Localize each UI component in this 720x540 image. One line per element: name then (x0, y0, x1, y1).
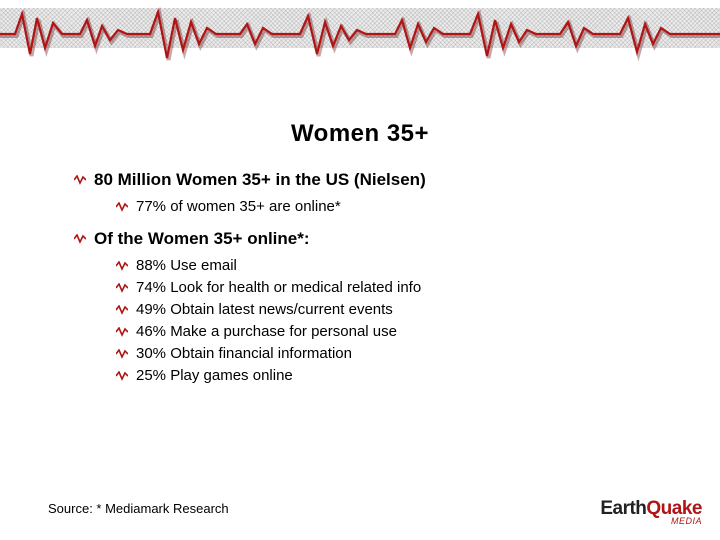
seismic-line-icon (0, 0, 720, 72)
item-list-0: 77% of women 35+ are online* (116, 198, 720, 215)
page-title: Women 35+ (0, 120, 720, 148)
source-citation: Source: * Mediamark Research (48, 501, 229, 516)
list-item: 30% Obtain financial information (116, 345, 720, 362)
list-item: 25% Play games online (116, 367, 720, 384)
bullet-icon (116, 261, 128, 271)
bullet-icon (116, 305, 128, 315)
item-text: 77% of women 35+ are online* (136, 198, 341, 215)
item-text: 25% Play games online (136, 367, 293, 384)
bullet-icon (116, 371, 128, 381)
section-heading: Of the Women 35+ online*: (94, 229, 310, 248)
item-text: 49% Obtain latest news/current events (136, 301, 393, 318)
logo: EarthQuake MEDIA (600, 499, 702, 526)
content-area: 80 Million Women 35+ in the US (Nielsen)… (74, 170, 720, 384)
logo-part1: Earth (600, 498, 646, 519)
item-text: 88% Use email (136, 257, 237, 274)
list-item: 49% Obtain latest news/current events (116, 301, 720, 318)
section-list: 80 Million Women 35+ in the US (Nielsen)… (74, 170, 720, 384)
bullet-icon (116, 202, 128, 212)
header-banner (0, 0, 720, 72)
section-0: 80 Million Women 35+ in the US (Nielsen)… (74, 170, 720, 215)
bullet-icon (74, 175, 86, 185)
item-list-1: 88% Use email 74% Look for health or med… (116, 257, 720, 384)
list-item: 74% Look for health or medical related i… (116, 279, 720, 296)
item-text: 30% Obtain financial information (136, 345, 352, 362)
bullet-icon (74, 234, 86, 244)
bullet-icon (116, 283, 128, 293)
list-item: 88% Use email (116, 257, 720, 274)
bullet-icon (116, 327, 128, 337)
list-item: 77% of women 35+ are online* (116, 198, 720, 215)
list-item: 46% Make a purchase for personal use (116, 323, 720, 340)
bullet-icon (116, 349, 128, 359)
section-heading: 80 Million Women 35+ in the US (Nielsen) (94, 170, 426, 189)
item-text: 46% Make a purchase for personal use (136, 323, 397, 340)
item-text: 74% Look for health or medical related i… (136, 279, 421, 296)
section-1: Of the Women 35+ online*: 88% Use email … (74, 229, 720, 384)
